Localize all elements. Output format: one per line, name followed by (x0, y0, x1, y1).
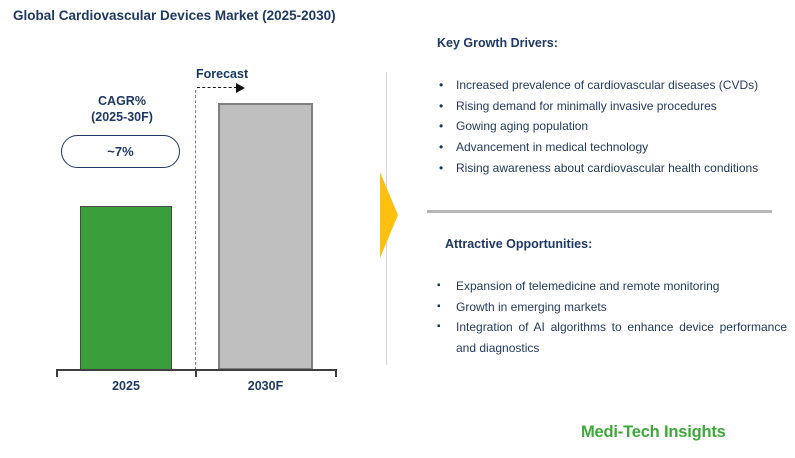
opportunities-heading: Attractive Opportunities: (445, 237, 593, 251)
x-axis-tick (195, 370, 197, 377)
x-axis-tick (335, 370, 337, 377)
medi-tech-insights-logo: Medi-Tech Insights (581, 423, 726, 441)
list-item: Advancement in medical technology (437, 137, 787, 158)
cagr-value-pill: ~7% (61, 135, 180, 168)
x-label-2025: 2025 (112, 379, 140, 393)
cagr-label: CAGR% (2025-30F) (62, 93, 182, 125)
x-label-2030f: 2030F (247, 379, 284, 393)
list-item: Increased prevalence of cardiovascular d… (437, 75, 787, 96)
bar-2025 (80, 206, 172, 370)
list-item: Rising demand for minimally invasive pro… (437, 96, 787, 117)
opportunities-list: Expansion of telemedicine and remote mon… (437, 276, 787, 359)
cagr-label-line1: CAGR% (98, 94, 146, 108)
list-item: Rising awareness about cardiovascular he… (437, 158, 787, 179)
growth-drivers-list: Increased prevalence of cardiovascular d… (437, 75, 787, 179)
list-item: Growth in emerging markets (437, 297, 787, 318)
forecast-arrow-line (197, 87, 237, 88)
growth-drivers-heading: Key Growth Drivers: (437, 36, 558, 50)
bar-2030f (218, 103, 313, 370)
forecast-label: Forecast (196, 67, 249, 81)
list-item: Expansion of telemedicine and remote mon… (437, 276, 787, 297)
list-item: Gowing aging population (437, 116, 787, 137)
cagr-value: ~7% (107, 144, 134, 159)
page-title: Global Cardiovascular Devices Market (20… (13, 8, 336, 23)
forecast-arrowhead-icon (236, 83, 245, 93)
cagr-label-line2: (2025-30F) (91, 110, 153, 124)
list-item: Integration of AI algorithms to enhance … (437, 317, 787, 358)
forecast-dashed-divider (195, 90, 196, 370)
section-divider (427, 210, 772, 213)
yellow-arrow-icon (380, 172, 398, 258)
x-axis-tick (56, 370, 58, 377)
